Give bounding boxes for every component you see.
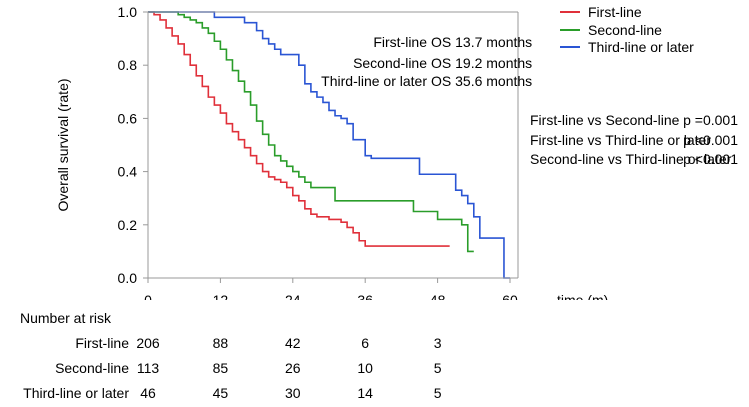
comparison-label: First-line vs Third-line or later — [530, 132, 711, 148]
os-label: Second-line — [353, 55, 427, 71]
x-axis-label: time (m) — [557, 292, 608, 300]
legend-label-third-line: Third-line or later — [588, 39, 694, 55]
y-tick-label: 0.6 — [118, 110, 138, 126]
y-tick-label: 0.8 — [118, 57, 138, 73]
risk-count: 30 — [285, 385, 301, 401]
comparison-p: p =0.001 — [683, 112, 738, 128]
series-first-line-line — [148, 11, 450, 247]
risk-count: 46 — [140, 385, 156, 401]
series-second-line-line — [148, 11, 474, 253]
x-tick-label: 12 — [213, 292, 229, 300]
comparison-table: First-line vs Second-line p =0.001 First… — [530, 112, 738, 167]
risk-count: 3 — [433, 335, 442, 351]
y-tick-label: 1.0 — [118, 4, 138, 20]
risk-row: First-line 206 88 42 6 3 — [0, 335, 749, 355]
os-table: First-line OS 13.7 months Second-line OS… — [321, 34, 532, 89]
legend: First-line Second-line Third-line or lat… — [560, 4, 694, 55]
risk-row-label: First-line — [75, 335, 129, 351]
os-value: OS 13.7 months — [431, 34, 532, 50]
risk-count: 206 — [136, 335, 160, 351]
risk-count: 10 — [357, 360, 373, 376]
risk-table-title: Number at risk — [20, 310, 112, 326]
legend-label-second-line: Second-line — [588, 22, 662, 38]
x-tick-label: 48 — [430, 292, 446, 300]
risk-count: 85 — [212, 360, 229, 376]
x-tick-label: 36 — [357, 292, 373, 300]
risk-count: 14 — [357, 385, 373, 401]
risk-count: 88 — [212, 335, 229, 351]
os-label: Third-line or later — [321, 73, 427, 89]
risk-row-label: Third-line or later — [23, 385, 129, 401]
legend-label-first-line: First-line — [588, 4, 642, 20]
y-tick-label: 0.0 — [118, 270, 138, 286]
x-tick-label: 24 — [285, 292, 301, 300]
series-third-line-or-later-line — [148, 11, 510, 279]
risk-row: Second-line 113 85 26 10 5 — [0, 360, 749, 380]
risk-count: 42 — [285, 335, 301, 351]
x-tick-label: 60 — [502, 292, 518, 300]
y-tick-label: 0.2 — [118, 217, 138, 233]
comparison-p: p <0.001 — [683, 132, 738, 148]
risk-count: 5 — [433, 385, 442, 401]
comparison-label: Second-line vs Third-line or later — [530, 151, 732, 167]
risk-row-label: Second-line — [55, 360, 129, 376]
y-axis-label: Overall survival (rate) — [55, 78, 71, 211]
os-value: OS 19.2 months — [431, 55, 532, 71]
survival-chart: 0 12 24 36 48 60 0.0 0.2 0.4 0.6 0.8 1.0 Overall su… — [55, 4, 738, 300]
risk-count: 45 — [212, 385, 229, 401]
risk-count: 26 — [285, 360, 301, 376]
x-tick-label: 0 — [144, 292, 152, 300]
comparison-p: p <0.001 — [683, 151, 738, 167]
risk-count: 6 — [361, 335, 370, 351]
os-label: First-line — [373, 34, 427, 50]
y-tick-label: 0.4 — [118, 164, 138, 180]
comparison-label: First-line vs Second-line — [530, 112, 680, 128]
os-value: OS 35.6 months — [431, 73, 532, 89]
risk-row: Third-line or later 46 45 30 14 5 — [0, 385, 749, 405]
risk-count: 5 — [433, 360, 442, 376]
risk-count: 113 — [136, 360, 160, 376]
